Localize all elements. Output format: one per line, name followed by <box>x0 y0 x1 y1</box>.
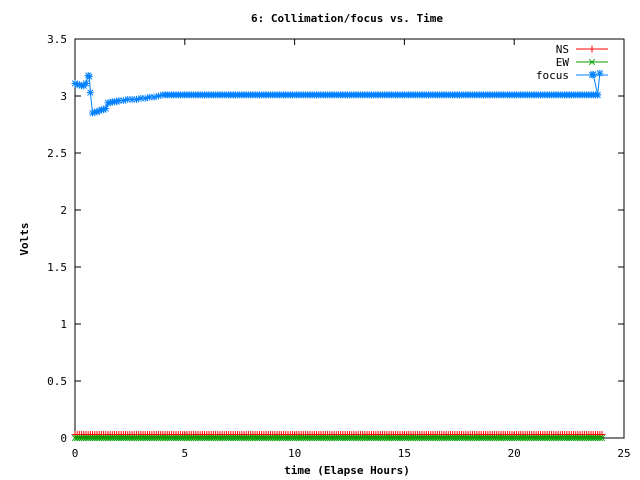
data-point <box>154 92 162 100</box>
y-tick-label: 0 <box>60 432 67 445</box>
y-tick-label: 3.5 <box>47 33 67 46</box>
data-point <box>596 434 603 442</box>
plot-frame <box>74 38 625 439</box>
y-tick-label: 1 <box>60 318 67 331</box>
series-focus <box>71 69 604 117</box>
y-axis-ticks: 0 0.5 1 1.5 2 2.5 3 3.5 <box>47 33 624 445</box>
legend-label: EW <box>556 56 570 69</box>
series-EW <box>71 434 606 442</box>
x-tick-label: 15 <box>398 447 411 460</box>
data-point <box>82 79 90 87</box>
data-point <box>141 94 149 102</box>
data-point <box>588 71 596 79</box>
legend-swatch <box>576 45 608 53</box>
chart-title: 6: Collimation/focus vs. Time <box>251 12 443 25</box>
y-tick-label: 2 <box>60 204 67 217</box>
y-tick-label: 1.5 <box>47 261 67 274</box>
data-point <box>594 91 602 99</box>
y-tick-label: 2.5 <box>47 147 67 160</box>
data-point <box>588 58 596 66</box>
legend-label: focus <box>536 69 569 82</box>
x-tick-label: 10 <box>288 447 301 460</box>
series-NS <box>71 431 606 439</box>
data-point <box>596 69 604 77</box>
x-tick-label: 5 <box>181 447 188 460</box>
legend-swatch <box>576 58 608 66</box>
x-axis-label: time (Elapse Hours) <box>284 464 410 477</box>
legend-label: NS <box>556 43 569 56</box>
series-layer <box>71 69 606 442</box>
plot-border <box>74 38 625 439</box>
data-point <box>598 431 606 439</box>
y-axis-label: Volts <box>18 222 31 255</box>
x-tick-label: 25 <box>617 447 630 460</box>
data-point <box>588 45 596 53</box>
data-point <box>86 89 94 97</box>
x-axis-ticks: 0 5 10 15 20 25 <box>72 39 631 460</box>
x-tick-label: 0 <box>72 447 79 460</box>
legend-swatch <box>576 71 608 79</box>
x-tick-label: 20 <box>508 447 521 460</box>
y-tick-label: 3 <box>60 90 67 103</box>
y-tick-label: 0.5 <box>47 375 67 388</box>
data-point <box>85 73 93 81</box>
data-point <box>598 434 606 442</box>
data-point <box>102 105 110 113</box>
